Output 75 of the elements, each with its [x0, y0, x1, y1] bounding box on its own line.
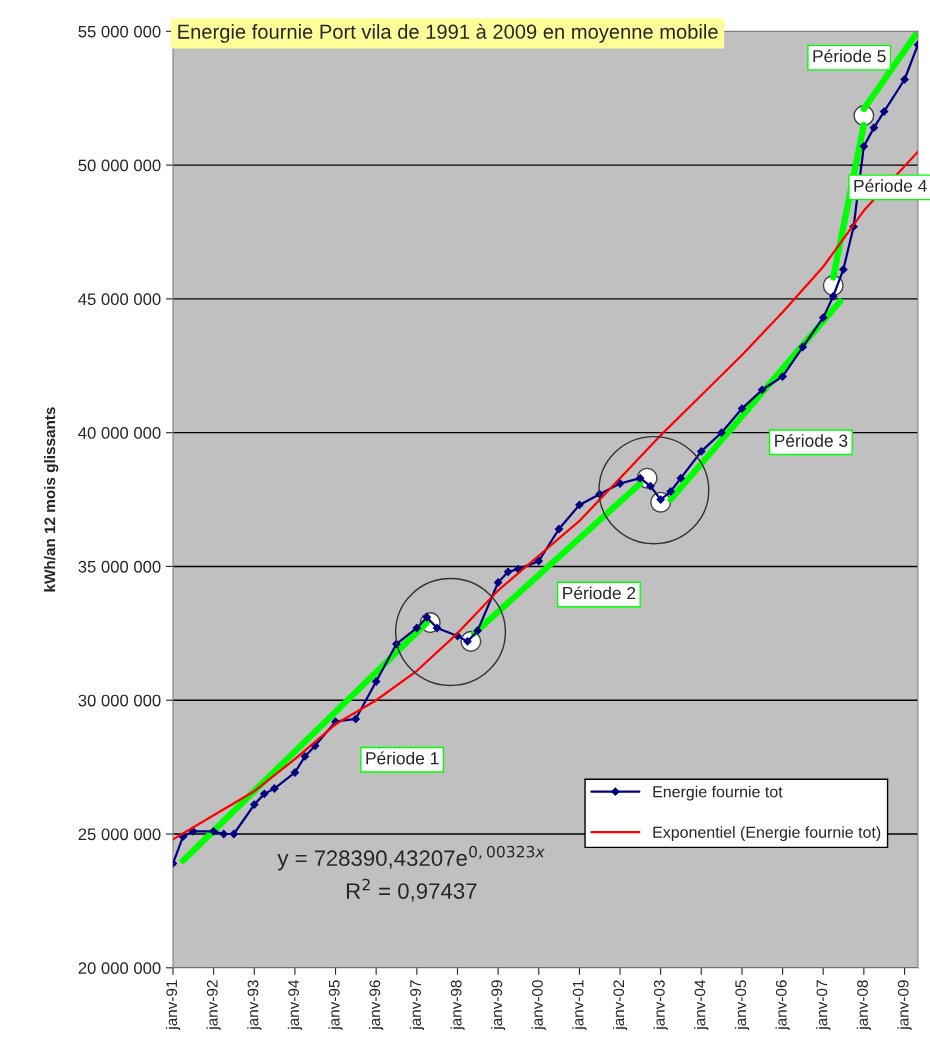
point — [290, 768, 300, 777]
annotation: Période 3 — [775, 433, 848, 447]
point — [900, 75, 909, 84]
point — [422, 613, 432, 622]
annotation: Période 1 — [366, 751, 439, 765]
point — [778, 372, 787, 381]
point — [819, 313, 828, 322]
point — [839, 265, 848, 274]
x-tick-label: janv-04 — [694, 980, 709, 1031]
line-series — [172, 150, 918, 841]
x-tick-label: janv-95 — [328, 980, 343, 1031]
point — [869, 123, 879, 132]
x-tick-label: janv-93 — [247, 980, 262, 1031]
x-tick-label: janv-02 — [612, 980, 628, 1031]
y-axis-title: kWh/an 12 mois glissants — [44, 407, 59, 592]
point — [859, 142, 868, 151]
annotation: Période 5 — [813, 49, 886, 63]
point — [219, 829, 228, 839]
x-tick-label: janv-96 — [369, 980, 384, 1031]
point — [493, 578, 503, 587]
x-tick-label: janv-92 — [206, 980, 221, 1031]
x-tick-label: janv-06 — [775, 980, 790, 1031]
x-tick-label: janv-94 — [287, 980, 303, 1031]
y-tick-label: 50 000 000 — [78, 159, 161, 172]
point — [636, 474, 645, 483]
point — [534, 556, 543, 566]
point — [676, 474, 685, 483]
point — [666, 487, 675, 496]
point — [351, 714, 360, 724]
y-tick-label: 45 000 000 — [78, 293, 161, 306]
x-tick-label: janv-00 — [531, 980, 546, 1031]
point — [758, 385, 767, 394]
point — [554, 524, 564, 534]
annotation: Période 2 — [563, 586, 636, 600]
point — [737, 404, 747, 413]
point — [229, 829, 238, 839]
point — [209, 827, 218, 836]
y-tick-label: 20 000 000 — [78, 962, 161, 974]
point — [503, 567, 513, 576]
annotation: Période 4 — [854, 179, 927, 192]
point — [798, 342, 807, 352]
point — [432, 623, 442, 633]
point — [717, 428, 726, 437]
point — [270, 784, 279, 793]
point — [575, 500, 584, 510]
point — [260, 789, 269, 799]
x-tick-label: janv-99 — [490, 980, 506, 1031]
x-tick-label: janv-01 — [572, 980, 587, 1031]
x-tick-label: janv-98 — [450, 980, 465, 1031]
annotation: R$^{2}$ = 0,97437 — [346, 878, 477, 902]
x-tick-label: janv-05 — [734, 980, 750, 1031]
point — [473, 626, 482, 635]
legend-label: Exponentiel (Energie fournie tot) — [653, 826, 881, 842]
point — [697, 447, 706, 456]
point — [646, 482, 655, 491]
point — [300, 752, 310, 761]
y-tick-label: 25 000 000 — [78, 828, 161, 841]
x-tick-label: janv-09 — [897, 980, 912, 1031]
x-tick-label: janv-07 — [816, 980, 831, 1031]
y-tick-label: 30 000 000 — [78, 694, 161, 707]
y-tick-label: 55 000 000 — [78, 25, 161, 38]
x-tick-label: janv-91 — [165, 980, 181, 1031]
x-tick-label: janv-97 — [409, 980, 424, 1031]
x-tick-label: janv-08 — [856, 980, 871, 1031]
point — [250, 800, 259, 809]
y-tick-label: 35 000 000 — [78, 560, 161, 573]
chart-title: Energie fournie Port vila de 1991 à 2009 en moyenne mobile — [178, 23, 718, 43]
point — [372, 677, 381, 686]
annotation: y = 728390,43207e$^{0,00323x}$ — [277, 845, 545, 871]
point — [829, 292, 838, 301]
point — [879, 107, 889, 116]
x-tick-label: janv-03 — [653, 980, 668, 1031]
point — [412, 623, 422, 633]
y-tick-label: 40 000 000 — [78, 427, 161, 439]
legend-label: Energie fournie tot — [653, 785, 783, 801]
